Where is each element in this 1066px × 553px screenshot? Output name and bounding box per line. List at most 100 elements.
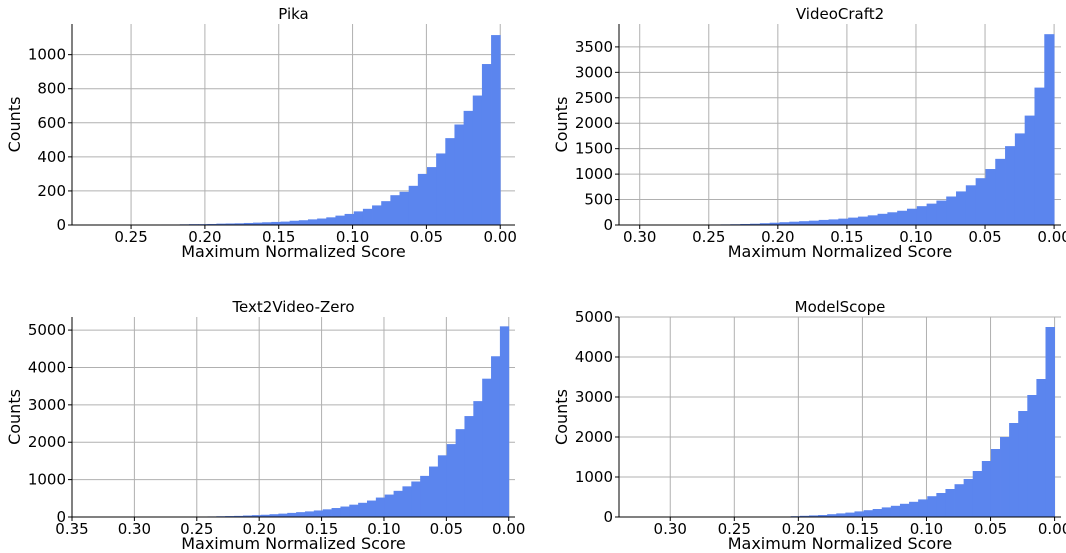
- y-axis-label: Counts: [552, 389, 571, 445]
- histogram-bar: [963, 479, 974, 517]
- histogram-bar: [454, 124, 465, 225]
- histogram-bar: [985, 169, 996, 225]
- histogram-bar: [972, 471, 983, 517]
- x-axis-label: Maximum Normalized Score: [181, 534, 406, 553]
- x-tick-label: 0.10: [910, 520, 943, 538]
- histogram-bar: [225, 223, 236, 225]
- histogram-bar: [426, 167, 437, 225]
- y-tick-label: 4000: [575, 348, 613, 366]
- y-tick-label: 600: [37, 114, 66, 132]
- x-tick-label: 0.20: [782, 520, 815, 538]
- x-tick-label: 0.30: [623, 228, 656, 246]
- x-tick-label: 0.00: [492, 520, 525, 538]
- histogram-bar: [234, 223, 245, 225]
- y-tick-label: 3000: [575, 63, 613, 81]
- histogram-bar: [331, 508, 341, 517]
- histogram-bar: [287, 512, 297, 517]
- x-axis-label: Maximum Normalized Score: [728, 534, 953, 553]
- y-tick-label: 5000: [575, 308, 613, 326]
- histogram-bar: [769, 222, 780, 225]
- y-axis-label: Counts: [5, 97, 24, 153]
- y-tick-label: 3000: [28, 396, 66, 414]
- histogram-bar: [278, 513, 288, 517]
- videocraft2-subplot: 0.30 0.25 0.20 0.15 0.10 0.05 0.00 0 500 1000 1500…: [552, 5, 1066, 261]
- x-tick-label: 0.30: [654, 520, 687, 538]
- histogram-bar: [838, 218, 849, 225]
- histogram-bar: [420, 475, 430, 517]
- histogram-bar: [499, 326, 510, 517]
- histogram-bar: [818, 515, 828, 517]
- histogram-bar: [854, 511, 864, 517]
- text2video-zero-subplot: 0.35 0.30 0.25 0.20 0.15 0.10 0.05 0.00 0 1000 200…: [5, 298, 525, 553]
- histogram-bar: [936, 200, 947, 225]
- histogram-bar: [906, 208, 918, 225]
- y-tick-label: 4000: [28, 358, 66, 376]
- histogram-bar: [491, 356, 501, 517]
- histogram-bar: [271, 221, 281, 225]
- histogram-bar: [1036, 379, 1046, 517]
- y-tick-label: 2000: [575, 114, 613, 132]
- y-tick-label: 1000: [28, 471, 66, 489]
- histogram-bar: [927, 496, 937, 517]
- x-tick-label: 0.30: [118, 520, 151, 538]
- x-tick-label: 0.10: [336, 228, 369, 246]
- histogram-bar: [1000, 437, 1010, 517]
- histogram-bar: [417, 173, 428, 225]
- histogram-bar: [335, 215, 345, 225]
- histogram-bar: [464, 416, 474, 517]
- histogram-bar: [393, 490, 403, 517]
- histogram-bar: [1009, 423, 1019, 517]
- histogram-bar: [362, 208, 373, 225]
- histogram-bar: [445, 138, 455, 225]
- histogram-bar: [946, 196, 957, 225]
- x-axis-label: Maximum Normalized Score: [728, 242, 953, 261]
- x-tick-label: 0.15: [305, 520, 338, 538]
- histogram-bar: [1014, 133, 1026, 225]
- y-tick-label: 1000: [575, 165, 613, 183]
- histogram-bar: [472, 95, 483, 225]
- histogram-bar: [918, 499, 928, 517]
- histogram-bar: [1024, 115, 1035, 225]
- x-tick-label: 0.05: [430, 520, 463, 538]
- pika-subplot: 0.25 0.20 0.15 0.10 0.05 0.00 0 200 400 600 800 100…: [5, 5, 517, 261]
- x-axis-label: Maximum Normalized Score: [181, 242, 406, 261]
- histogram-bar: [975, 178, 986, 225]
- histogram-bar: [269, 514, 279, 517]
- y-tick-label: 0: [56, 216, 66, 234]
- y-tick-label: 5000: [28, 321, 66, 339]
- histogram-bar: [253, 222, 263, 225]
- histogram-bar: [789, 221, 800, 225]
- modelscope-subplot: 0.30 0.25 0.20 0.15 0.10 0.05 0.00 0 1000 2000 300…: [552, 298, 1066, 553]
- y-tick-label: 0: [603, 216, 613, 234]
- y-tick-label: 0: [603, 508, 613, 526]
- histogram-bar: [1018, 411, 1028, 517]
- histogram-bar: [304, 511, 315, 517]
- histogram-bar: [437, 455, 448, 517]
- y-axis-label: Counts: [552, 97, 571, 153]
- histogram-bar: [1027, 395, 1037, 517]
- histogram-bar: [262, 222, 272, 225]
- x-tick-label: 0.35: [55, 520, 88, 538]
- x-tick-label: 0.25: [114, 228, 147, 246]
- x-tick-label: 0.20: [242, 520, 275, 538]
- x-tick-label: 0.00: [484, 228, 517, 246]
- y-tick-label: 200: [37, 182, 66, 200]
- histogram-bar: [353, 211, 364, 225]
- x-tick-label: 0.20: [761, 228, 794, 246]
- x-tick-label: 0.15: [262, 228, 295, 246]
- histogram-bar: [384, 494, 394, 517]
- histogram-bar: [207, 223, 217, 225]
- histogram-bar: [349, 504, 359, 517]
- histogram-bar: [750, 223, 761, 225]
- y-tick-label: 400: [37, 148, 66, 166]
- histogram-bar: [463, 110, 474, 225]
- histogram-bar: [890, 505, 901, 517]
- histogram-bar: [916, 206, 928, 225]
- histogram-bar: [408, 185, 419, 225]
- histogram-bar: [899, 503, 910, 517]
- histogram-bar: [344, 213, 355, 225]
- y-tick-label: 2500: [575, 89, 613, 107]
- histogram-bar: [289, 220, 300, 225]
- x-tick-label: 0.05: [974, 520, 1007, 538]
- histogram-bar: [242, 515, 253, 517]
